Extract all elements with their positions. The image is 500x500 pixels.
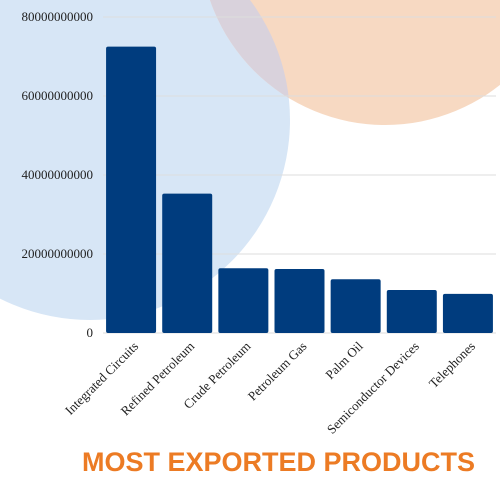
- bar: [274, 269, 325, 333]
- bar: [386, 289, 437, 333]
- chart-title: MOST EXPORTED PRODUCTS: [82, 447, 476, 477]
- bar: [162, 193, 213, 333]
- y-tick-label: 20000000000: [22, 246, 94, 261]
- x-tick-label: Palm Oil: [322, 338, 366, 382]
- y-tick-label: 0: [87, 325, 94, 340]
- bar: [330, 279, 381, 333]
- y-tick-label: 60000000000: [22, 88, 94, 103]
- bars: [106, 46, 493, 333]
- x-tick-label: Petroleum Gas: [245, 339, 310, 404]
- y-axis-ticks: 0 20000000000 40000000000 60000000000 800000…: [22, 9, 94, 340]
- y-tick-label: 40000000000: [22, 167, 94, 182]
- bar: [218, 268, 269, 333]
- bar: [106, 46, 157, 333]
- bar: [442, 293, 493, 333]
- x-tick-label: Telephones: [426, 339, 478, 391]
- x-tick-label: Semiconductor Devices: [324, 339, 422, 437]
- y-tick-label: 80000000000: [22, 9, 94, 24]
